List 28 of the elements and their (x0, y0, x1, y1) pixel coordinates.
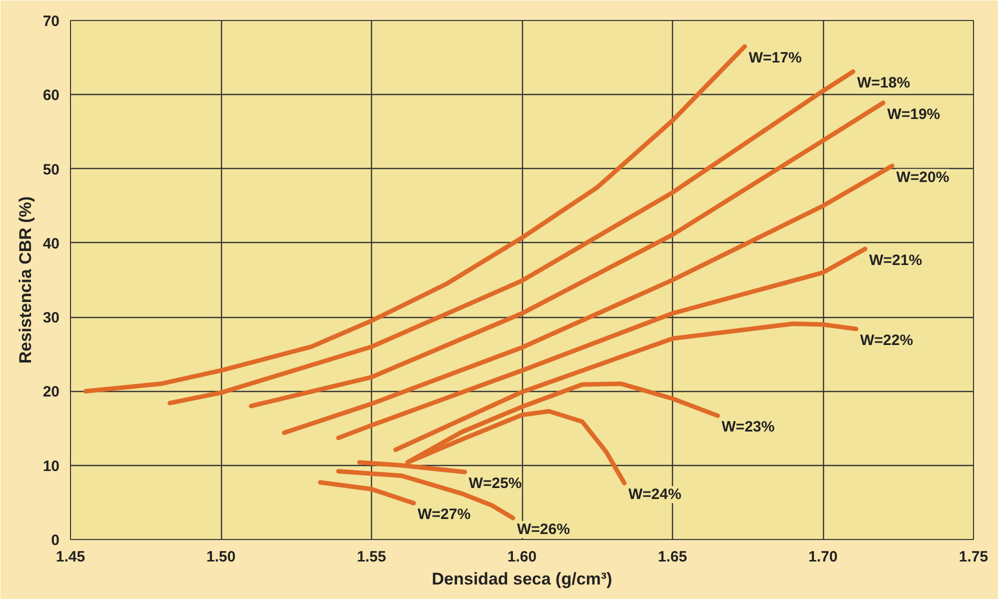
series-label: W=19% (887, 106, 940, 123)
series-label: W=18% (857, 74, 910, 92)
y-tick-label: 30 (42, 310, 60, 327)
y-tick-label: 70 (42, 13, 60, 30)
y-tick-label: 50 (42, 161, 60, 178)
x-tick-label: 1.45 (56, 548, 86, 566)
y-tick-label: 10 (42, 458, 60, 475)
x-axis-title: Densidad seca (g/cm³) (432, 570, 612, 588)
x-tick-label: 1.50 (206, 548, 236, 566)
series-label: W=24% (628, 486, 682, 504)
y-tick-label: 0 (51, 532, 60, 549)
x-tick-label: 1.65 (658, 548, 688, 566)
y-axis-title: Resistencia CBR (%) (16, 196, 35, 364)
x-tick-label: 1.75 (958, 548, 988, 566)
series-label: W=20% (896, 168, 950, 186)
series-label: W=21% (869, 252, 922, 269)
series-label: W=22% (860, 332, 914, 349)
y-tick-label: 20 (42, 384, 60, 401)
y-tick-label: 40 (42, 235, 60, 252)
series-label: W=27% (418, 506, 471, 524)
x-tick-label: 1.70 (808, 548, 838, 566)
series-label: W=25% (468, 475, 522, 492)
series-label: W=26% (516, 521, 570, 538)
x-tick-label: 1.60 (507, 548, 537, 566)
series-label: W=17% (748, 49, 802, 66)
x-tick-label: 1.55 (356, 548, 386, 566)
y-tick-label: 60 (42, 87, 60, 104)
series-label: W=23% (722, 418, 775, 436)
